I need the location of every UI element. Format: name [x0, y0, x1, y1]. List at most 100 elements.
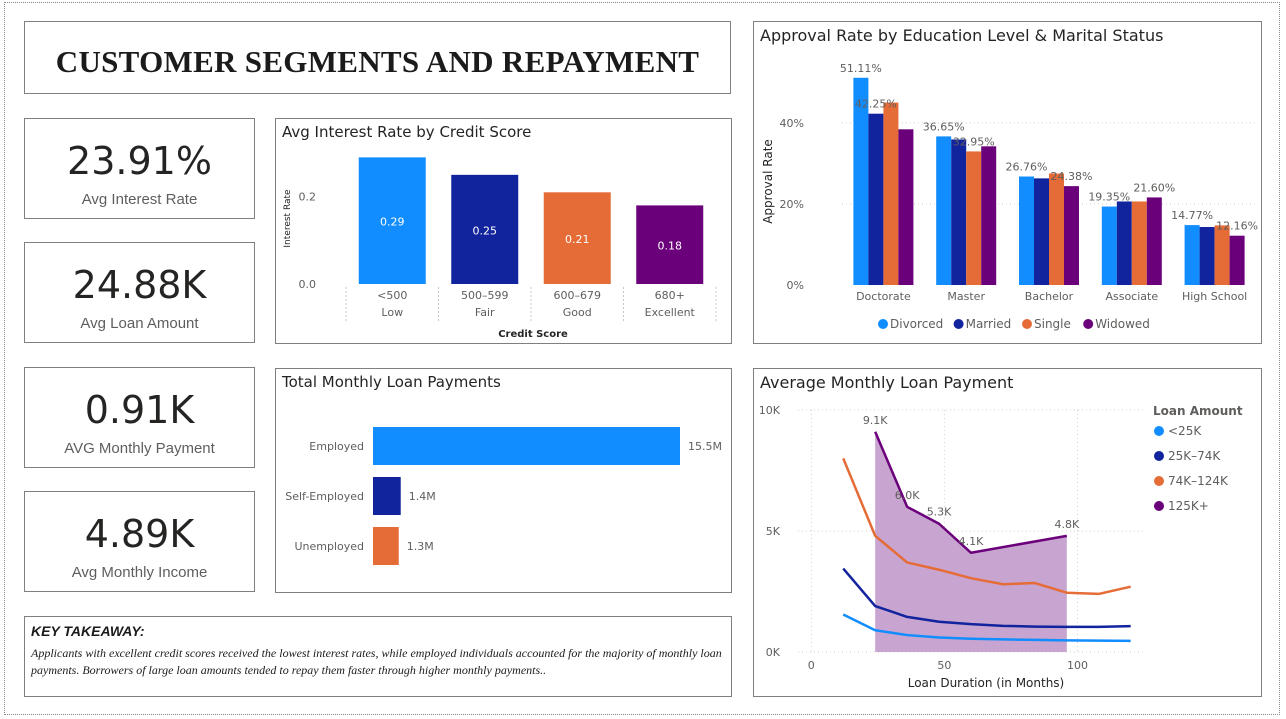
bar — [1064, 186, 1079, 285]
bar — [358, 157, 426, 284]
bar — [373, 427, 680, 465]
x-tick-label: Bachelor — [1025, 290, 1074, 303]
takeaway-heading: KEY TAKEAWAY: — [31, 623, 145, 639]
legend-title: Loan Amount — [1153, 404, 1243, 418]
legend-marker — [1083, 319, 1094, 329]
x-tick-label: Associate — [1105, 290, 1158, 303]
x-tick-label: 50 — [937, 659, 951, 672]
bar — [898, 129, 914, 285]
kpi-label: Avg Loan Amount — [80, 315, 199, 332]
chart-title: Avg Interest Rate by Credit Score — [282, 123, 532, 141]
x-tick-label: 100 — [1067, 659, 1088, 672]
bar — [1049, 173, 1064, 285]
bar — [936, 136, 952, 285]
bar — [451, 174, 519, 284]
y-tick-label: Employed — [309, 440, 364, 453]
y-tick-label: 0K — [766, 646, 781, 659]
legend-marker — [878, 319, 888, 329]
y-tick-label: 0% — [787, 279, 804, 292]
kpi-label: AVG Monthly Payment — [64, 440, 215, 457]
bar — [1146, 197, 1162, 285]
monthly-payments-chart-panel[interactable]: Total Monthly Loan Payments Employed 15.5… — [275, 368, 732, 593]
kpi-label: Avg Monthly Income — [71, 564, 208, 581]
legend-marker — [1022, 319, 1032, 329]
x-tick-sublabel: Good — [563, 306, 592, 319]
x-axis-label: Credit Score — [498, 329, 568, 340]
line-data-label: 6.0K — [895, 489, 920, 502]
bar-data-label: 14.77% — [1171, 209, 1213, 222]
legend-marker — [1154, 451, 1164, 461]
bar — [1214, 225, 1230, 285]
bar — [1101, 206, 1117, 285]
x-tick-label: Doctorate — [856, 290, 911, 303]
y-tick-label: Self-Employed — [285, 490, 364, 503]
bar-data-label: 51.11% — [840, 62, 882, 75]
y-tick-label: 5K — [766, 525, 781, 538]
bar-data-label: 0.25 — [473, 224, 498, 237]
bar — [543, 192, 611, 284]
bar — [1034, 178, 1049, 285]
y-tick-label: 0.2 — [299, 191, 317, 204]
series-line — [874, 431, 1068, 555]
bar — [981, 146, 997, 285]
legend-marker — [953, 319, 964, 329]
interest-rate-chart-panel[interactable]: Avg Interest Rate by Credit Score 0.0 0.2… — [275, 118, 732, 344]
bar — [966, 151, 982, 285]
series-line — [842, 567, 1131, 629]
bar-data-label: 32.95% — [953, 135, 995, 148]
bar — [1131, 201, 1147, 285]
takeaway-text: Applicants with excellent credit scores … — [31, 646, 722, 677]
legend-marker — [1154, 476, 1164, 486]
bar-data-label: 15.5M — [688, 440, 722, 453]
kpi-avg-loan-amount[interactable]: 24.88K Avg Loan Amount — [24, 242, 255, 343]
bar-data-label: 1.3M — [407, 540, 434, 553]
legend-label: Single — [1034, 317, 1071, 331]
bar — [1116, 201, 1132, 285]
report-title: CUSTOMER SEGMENTS AND REPAYMENT — [55, 44, 700, 79]
bar — [951, 139, 967, 285]
bar — [1019, 176, 1034, 285]
bar-data-label: 0.18 — [658, 240, 683, 253]
report-title-box: CUSTOMER SEGMENTS AND REPAYMENT — [24, 21, 731, 94]
bar-data-label: 0.29 — [380, 216, 405, 229]
bar — [1229, 235, 1245, 285]
bar — [373, 477, 401, 515]
key-takeaway-panel: KEY TAKEAWAY: Applicants with excellent … — [24, 616, 732, 697]
kpi-avg-monthly-income[interactable]: 4.89K Avg Monthly Income — [24, 491, 255, 592]
y-tick-label: 20% — [780, 198, 804, 211]
y-tick-label: 40% — [780, 117, 804, 130]
line-data-label: 5.3K — [927, 506, 952, 519]
approval-rate-chart-panel[interactable]: Approval Rate by Education Level & Marit… — [753, 21, 1262, 344]
interest-rate-chart: 0.0 0.2 Interest Rate 0.29 <500 Low 0.25 500–59… — [283, 157, 717, 340]
bar-data-label: 36.65% — [923, 120, 965, 133]
chart-title: Average Monthly Loan Payment — [760, 373, 1014, 392]
kpi-value: 24.88K — [72, 263, 207, 307]
bar-data-label: 26.76% — [1006, 161, 1048, 174]
legend-label: 25K–74K — [1168, 449, 1221, 463]
x-tick-sublabel: Low — [381, 306, 403, 319]
bar-data-label: 42.25% — [855, 98, 897, 111]
kpi-avg-monthly-payment[interactable]: 0.91K AVG Monthly Payment — [24, 367, 255, 468]
x-tick-sublabel: Fair — [475, 306, 495, 319]
legend-label: 74K–124K — [1168, 474, 1229, 488]
legend-marker — [1154, 501, 1164, 511]
y-tick-label: 10K — [759, 404, 781, 417]
bar-data-label: 19.35% — [1088, 191, 1130, 204]
bar — [1199, 227, 1215, 285]
legend-marker — [1154, 426, 1164, 436]
series-line — [842, 457, 1131, 596]
x-tick-label: 500–599 — [461, 289, 509, 302]
bar — [373, 527, 399, 565]
legend-label: Divorced — [890, 317, 943, 331]
bar — [853, 77, 869, 285]
series-area-125k — [875, 431, 1067, 652]
kpi-value: 23.91% — [67, 139, 212, 183]
avg-monthly-payment-chart-panel[interactable]: Average Monthly Loan Payment 0K 5K 10K 0 50 1… — [753, 368, 1262, 697]
x-tick-sublabel: Excellent — [645, 306, 696, 319]
approval-rate-chart: 0% 20% 40% Approval Rate 51.11% 42.25% 36.65% 3… — [761, 62, 1258, 331]
series-line — [842, 613, 1131, 643]
y-axis-label: Approval Rate — [761, 139, 775, 224]
kpi-avg-interest-rate[interactable]: 23.91% Avg Interest Rate — [24, 118, 255, 219]
y-axis-label: Interest Rate — [283, 189, 293, 248]
